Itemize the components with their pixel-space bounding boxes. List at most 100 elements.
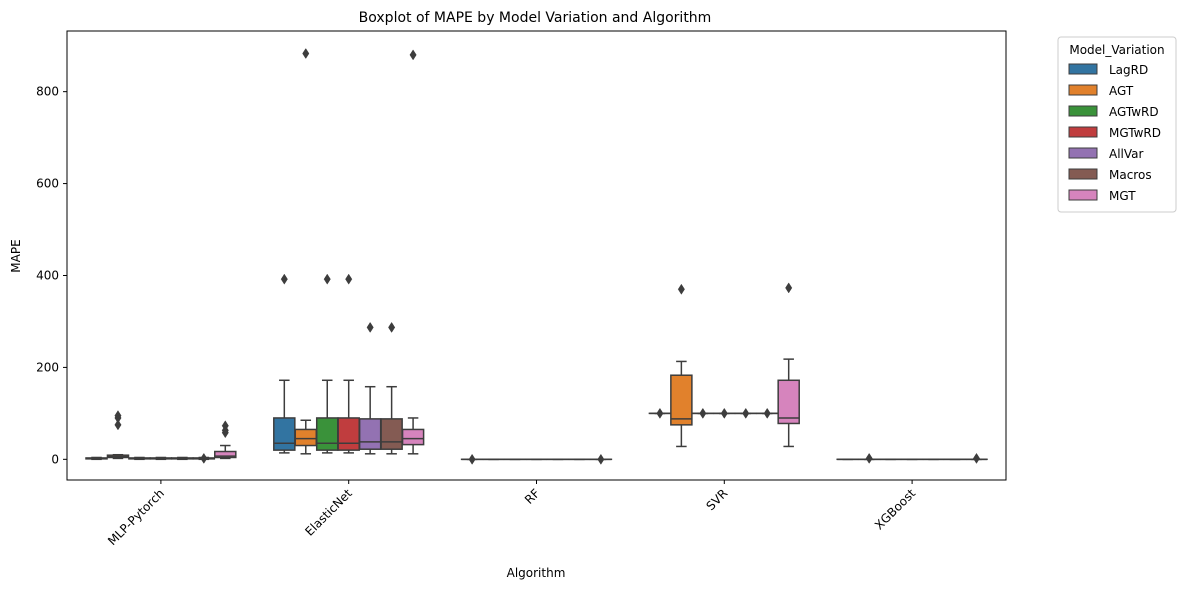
- box-body: [777, 379, 800, 425]
- y-tick-label: 200: [36, 360, 59, 374]
- x-tick-label: RF: [522, 486, 543, 507]
- legend-swatch: [1068, 84, 1098, 96]
- box-Macros-SVR: [755, 407, 779, 419]
- legend-frame: [1057, 36, 1177, 213]
- x-axis-label: Algorithm: [507, 566, 566, 580]
- outlier-point: [742, 407, 750, 419]
- outlier-point: [302, 48, 310, 59]
- legend-item-MGTwRD: MGTwRD: [1068, 126, 1161, 140]
- box-MGTwRD-SVR: [713, 407, 736, 419]
- legend-item-AGT: AGT: [1068, 84, 1134, 98]
- outlier-point: [865, 452, 873, 464]
- y-tick-label: 600: [36, 177, 59, 191]
- box-LagRD-SVR: [648, 407, 672, 419]
- box-AllVar-ElasticNet: [358, 321, 382, 455]
- chart-title: Boxplot of MAPE by Model Variation and A…: [359, 10, 712, 26]
- outlier-point: [114, 410, 122, 422]
- box-AllVar-SVR: [734, 407, 758, 419]
- legend-swatch: [1068, 168, 1098, 180]
- x-axis: MLP-Pytorch ElasticNet RF SVR XGBoost: [105, 480, 918, 548]
- box-body: [401, 428, 425, 446]
- legend-item-Macros: Macros: [1068, 168, 1152, 182]
- outlier-point: [785, 282, 793, 294]
- legend-title: Model_Variation: [1069, 43, 1164, 57]
- x-tick-label: XGBoost: [872, 486, 918, 532]
- outlier-point: [323, 273, 331, 285]
- box-AGT-MLP-Pytorch: [106, 410, 130, 460]
- legend-label: AGTwRD: [1109, 105, 1159, 119]
- box-body: [214, 450, 237, 459]
- box-AGTwRD-ElasticNet: [315, 273, 339, 454]
- box-body: [273, 417, 296, 451]
- box-body: [315, 417, 339, 451]
- box-body: [358, 418, 382, 450]
- box-MGT-RF: [589, 453, 613, 465]
- legend-swatch: [1068, 189, 1098, 201]
- box-LagRD-MLP-Pytorch: [85, 456, 108, 461]
- outlier-point: [468, 453, 476, 465]
- legend-label: LagRD: [1109, 63, 1148, 77]
- legend-swatch: [1068, 126, 1098, 138]
- outlier-point: [200, 452, 208, 464]
- outlier-point: [366, 321, 374, 333]
- outlier-point: [280, 273, 288, 285]
- box-MGTwRD-MLP-Pytorch: [149, 456, 173, 461]
- legend-label: AGT: [1109, 84, 1134, 98]
- outlier-point: [597, 453, 605, 465]
- box-body: [294, 428, 318, 447]
- legend-label: Macros: [1109, 168, 1152, 182]
- legend-swatch: [1068, 63, 1098, 75]
- outlier-point: [221, 420, 229, 432]
- box-MGT-MLP-Pytorch: [214, 420, 237, 460]
- box-MGT-SVR: [777, 282, 800, 448]
- box-body: [380, 418, 403, 450]
- box-body: [670, 374, 693, 426]
- x-tick-label: SVR: [703, 486, 730, 513]
- outlier-point: [114, 419, 122, 431]
- outlier-point: [388, 321, 396, 333]
- outlier-point: [720, 407, 728, 419]
- box-AGTwRD-MLP-Pytorch: [128, 456, 151, 461]
- y-tick-label: 400: [36, 268, 59, 282]
- legend-item-LagRD: LagRD: [1068, 63, 1148, 77]
- legend-swatch: [1068, 105, 1098, 117]
- box-body: [337, 417, 360, 451]
- box-MGTwRD-ElasticNet: [337, 273, 360, 454]
- outlier-point: [699, 407, 707, 419]
- y-tick-label: 800: [36, 85, 59, 99]
- box-AGT-SVR: [670, 283, 693, 448]
- legend-swatch: [1068, 147, 1098, 159]
- outlier-point: [656, 407, 664, 419]
- legend-label: AllVar: [1109, 147, 1144, 161]
- box-AGT-XGBoost: [857, 452, 881, 464]
- legend-label: MGT: [1109, 189, 1136, 203]
- legend-label: MGTwRD: [1109, 126, 1161, 140]
- box-Macros-MLP-Pytorch: [192, 452, 216, 464]
- box-AGTwRD-SVR: [691, 407, 715, 419]
- legend-items: LagRD AGT AGTwRD MGTwRD AllVar Macros MGT: [1068, 63, 1161, 203]
- outlier-point: [345, 273, 353, 285]
- x-tick-label: MLP-Pytorch: [105, 486, 167, 548]
- plot-boxes: [85, 48, 988, 465]
- outlier-point: [972, 452, 980, 464]
- box-MGT-ElasticNet: [401, 49, 425, 455]
- y-axis-label: MAPE: [9, 239, 23, 272]
- box-AGT-ElasticNet: [294, 48, 318, 455]
- outlier-point: [763, 407, 771, 419]
- box-LagRD-ElasticNet: [273, 273, 296, 454]
- legend-item-AGTwRD: AGTwRD: [1068, 105, 1159, 119]
- outlier-point: [677, 283, 685, 295]
- plot-frame: [66, 30, 1007, 481]
- y-axis: 0 200 400 600 800: [36, 85, 67, 466]
- box-MGT-XGBoost: [965, 452, 988, 464]
- legend-item-AllVar: AllVar: [1068, 147, 1144, 161]
- x-tick-label: ElasticNet: [302, 486, 355, 539]
- legend-item-MGT: MGT: [1068, 189, 1136, 203]
- outlier-point: [409, 49, 417, 61]
- legend: Model_Variation LagRD AGT AGTwRD MGTwRD AllV…: [1057, 36, 1177, 213]
- y-tick-label: 0: [51, 452, 59, 466]
- box-LagRD-RF: [460, 453, 484, 465]
- box-AllVar-MLP-Pytorch: [171, 456, 194, 461]
- box-Macros-ElasticNet: [380, 321, 403, 455]
